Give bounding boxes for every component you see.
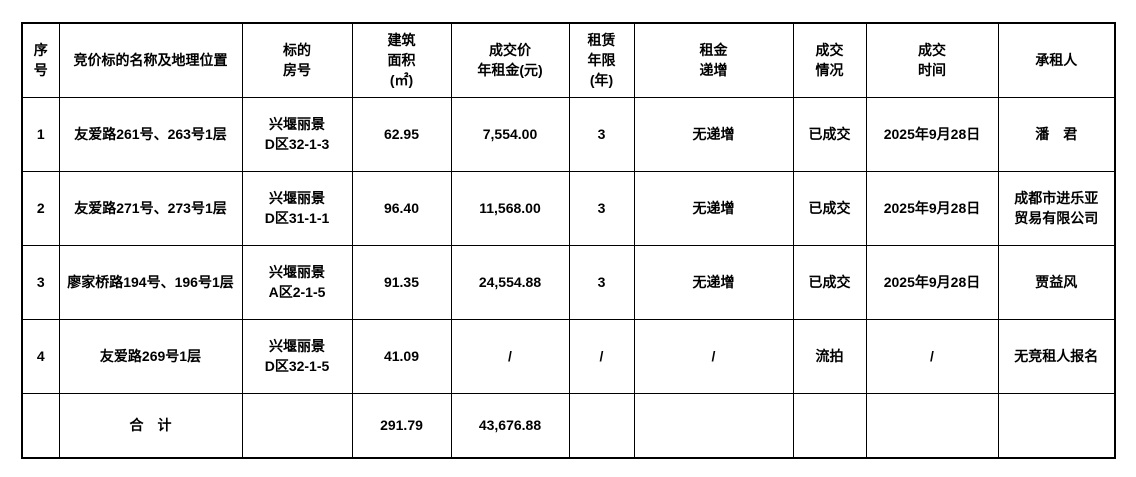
cell-status: 已成交 [792,170,867,246]
cell-rent: 11,568.00 [450,170,570,246]
cell-rent: / [450,318,570,394]
cell-date: 2025年9月28日 [865,244,999,320]
total-status [792,392,867,459]
cell-area: 96.40 [351,170,452,246]
cell-area: 41.09 [351,318,452,394]
cell-room: 兴堰丽景 D区32-1-3 [241,96,353,172]
header-status: 成交 情况 [792,22,867,98]
cell-term: 3 [568,244,635,320]
table-row-4: 4 友爱路269号1层 兴堰丽景 D区32-1-5 41.09 / / / 流拍… [21,318,1116,394]
header-room: 标的 房号 [241,22,353,98]
cell-date: 2025年9月28日 [865,170,999,246]
cell-increase: 无递增 [633,170,794,246]
cell-date: 2025年9月28日 [865,96,999,172]
cell-term: 3 [568,96,635,172]
total-lessee [997,392,1116,459]
header-name: 竞价标的名称及地理位置 [58,22,243,98]
cell-area: 62.95 [351,96,452,172]
header-area: 建筑 面积 (㎡) [351,22,452,98]
cell-lessee: 潘 君 [997,96,1116,172]
total-area: 291.79 [351,392,452,459]
auction-results-table: 序号 竞价标的名称及地理位置 标的 房号 建筑 面积 (㎡) 成交价 年租金(元… [21,22,1116,459]
total-room [241,392,353,459]
cell-status: 流拍 [792,318,867,394]
cell-name: 廖家桥路194号、196号1层 [58,244,243,320]
cell-lessee: 贾益风 [997,244,1116,320]
total-rent: 43,676.88 [450,392,570,459]
cell-increase: 无递增 [633,244,794,320]
cell-increase: 无递增 [633,96,794,172]
cell-rent: 24,554.88 [450,244,570,320]
header-row: 序号 竞价标的名称及地理位置 标的 房号 建筑 面积 (㎡) 成交价 年租金(元… [21,22,1116,98]
table-row-1: 1 友爱路261号、263号1层 兴堰丽景 D区32-1-3 62.95 7,5… [21,96,1116,172]
table-row-3: 3 廖家桥路194号、196号1层 兴堰丽景 A区2-1-5 91.35 24,… [21,244,1116,320]
header-lessee: 承租人 [997,22,1116,98]
header-date: 成交 时间 [865,22,999,98]
total-index [21,392,60,459]
cell-room: 兴堰丽景 D区32-1-5 [241,318,353,394]
cell-lessee: 成都市进乐亚 贸易有限公司 [997,170,1116,246]
cell-index: 1 [21,96,60,172]
header-increase: 租金 递增 [633,22,794,98]
cell-room: 兴堰丽景 D区31-1-1 [241,170,353,246]
cell-lessee: 无竞租人报名 [997,318,1116,394]
table-row-2: 2 友爱路271号、273号1层 兴堰丽景 D区31-1-1 96.40 11,… [21,170,1116,246]
cell-index: 4 [21,318,60,394]
header-index: 序号 [21,22,60,98]
cell-index: 3 [21,244,60,320]
total-row: 合 计 291.79 43,676.88 [21,392,1116,459]
cell-index: 2 [21,170,60,246]
cell-status: 已成交 [792,244,867,320]
cell-room: 兴堰丽景 A区2-1-5 [241,244,353,320]
cell-rent: 7,554.00 [450,96,570,172]
cell-term: 3 [568,170,635,246]
cell-name: 友爱路269号1层 [58,318,243,394]
cell-name: 友爱路271号、273号1层 [58,170,243,246]
header-rent: 成交价 年租金(元) [450,22,570,98]
total-increase [633,392,794,459]
total-label: 合 计 [58,392,243,459]
cell-status: 已成交 [792,96,867,172]
total-date [865,392,999,459]
cell-area: 91.35 [351,244,452,320]
cell-increase: / [633,318,794,394]
header-term: 租赁 年限 (年) [568,22,635,98]
total-term [568,392,635,459]
cell-name: 友爱路261号、263号1层 [58,96,243,172]
cell-term: / [568,318,635,394]
cell-date: / [865,318,999,394]
